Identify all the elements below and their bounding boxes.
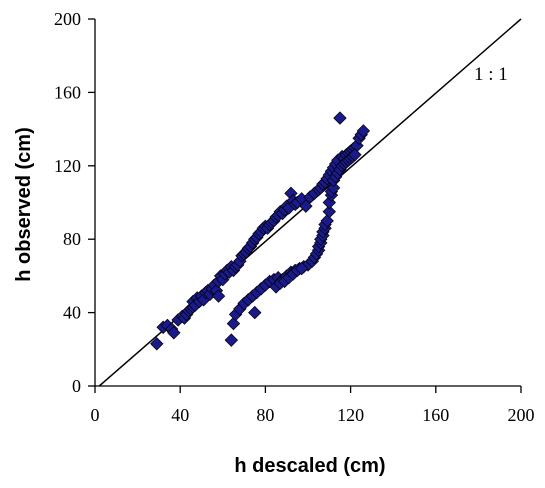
data-point [294,261,309,276]
data-point [356,124,371,138]
x-axis-title: h descaled (cm) [234,455,385,477]
data-point [322,195,336,210]
data-point [326,181,341,195]
data-point [150,337,164,351]
data-point [211,289,226,303]
y-tick-label-3: 120 [54,156,81,176]
x-tick-label-2: 80 [256,405,274,425]
x-tick-label-4: 160 [422,405,449,425]
y-tick-label-4: 160 [54,82,81,102]
data-point [248,305,262,320]
y-tick-label-5: 200 [54,9,81,29]
data-point [167,326,181,340]
x-tick-label-3: 120 [337,405,364,425]
data-point [299,199,313,213]
y-axis-title: h observed (cm) [13,127,35,281]
plot-area: 0 40 80 120 160 200 0 40 80 120 160 200 [54,9,535,425]
y-tick-label-0: 0 [72,376,81,396]
x-tick-label-1: 40 [171,405,189,425]
data-point [224,333,239,347]
y-tick-label-2: 80 [63,229,81,249]
data-point [320,214,334,228]
x-tick-label-5: 200 [508,405,535,425]
data-point [322,204,336,219]
data-point [348,148,362,162]
y-tick-label-1: 40 [63,303,81,323]
x-tick-label-0: 0 [91,405,100,425]
data-point [226,316,241,331]
reference-line-label: 1 : 1 [474,64,508,85]
data-point [333,111,347,125]
